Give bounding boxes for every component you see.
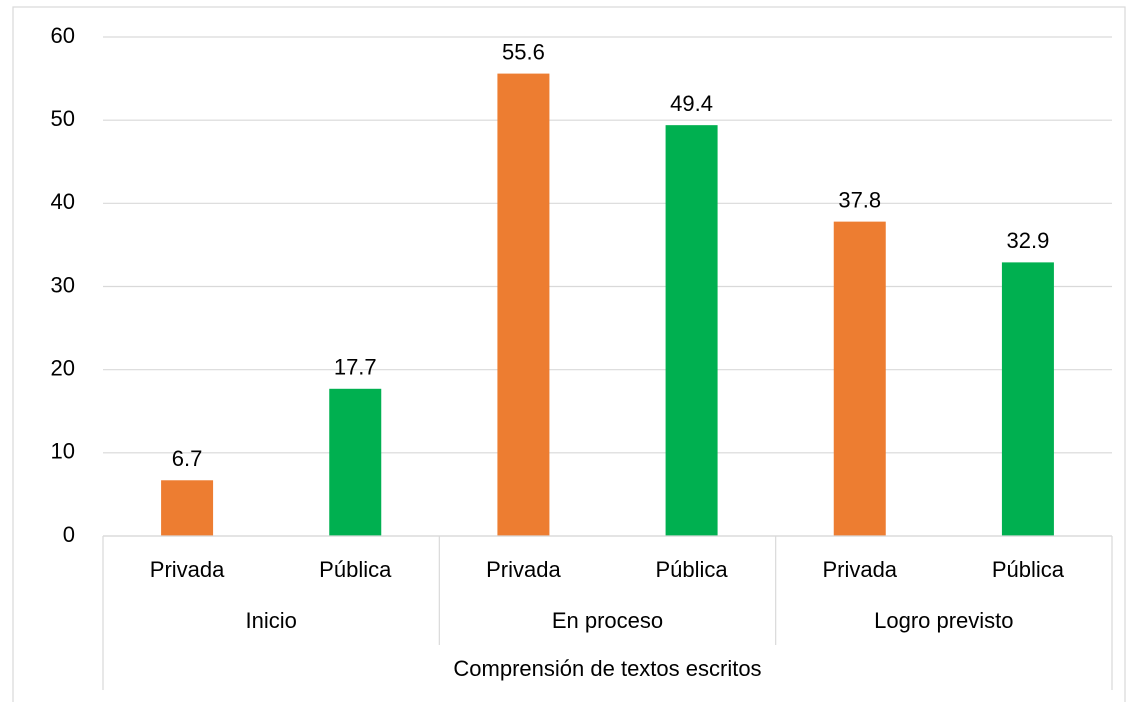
chart-frame [12, 6, 1126, 702]
bar [161, 480, 214, 536]
y-tick-label: 60 [51, 23, 75, 48]
value-label: 49.4 [670, 91, 713, 116]
bar [497, 73, 550, 537]
bar [665, 125, 718, 536]
value-label: 55.6 [502, 39, 545, 64]
group-label: Logro previsto [874, 608, 1013, 633]
x-tick-label: Privada [486, 557, 561, 582]
value-label: 6.7 [172, 446, 203, 471]
bar [329, 388, 382, 536]
bar [833, 221, 886, 536]
y-tick-label: 50 [51, 106, 75, 131]
group-label: En proceso [552, 608, 663, 633]
bar [1001, 262, 1054, 536]
value-label: 37.8 [838, 187, 881, 212]
y-tick-label: 10 [51, 439, 75, 464]
y-tick-label: 20 [51, 355, 75, 380]
x-tick-label: Pública [992, 557, 1065, 582]
x-tick-label: Pública [319, 557, 392, 582]
x-tick-label: Privada [822, 557, 897, 582]
supergroup-label: Comprensión de textos escritos [453, 656, 761, 681]
y-tick-label: 30 [51, 272, 75, 297]
x-tick-label: Privada [150, 557, 225, 582]
group-label: Inicio [245, 608, 296, 633]
y-tick-label: 40 [51, 189, 75, 214]
value-label: 32.9 [1007, 228, 1050, 253]
x-tick-label: Pública [656, 557, 729, 582]
y-tick-label: 0 [63, 522, 75, 547]
value-label: 17.7 [334, 355, 377, 380]
